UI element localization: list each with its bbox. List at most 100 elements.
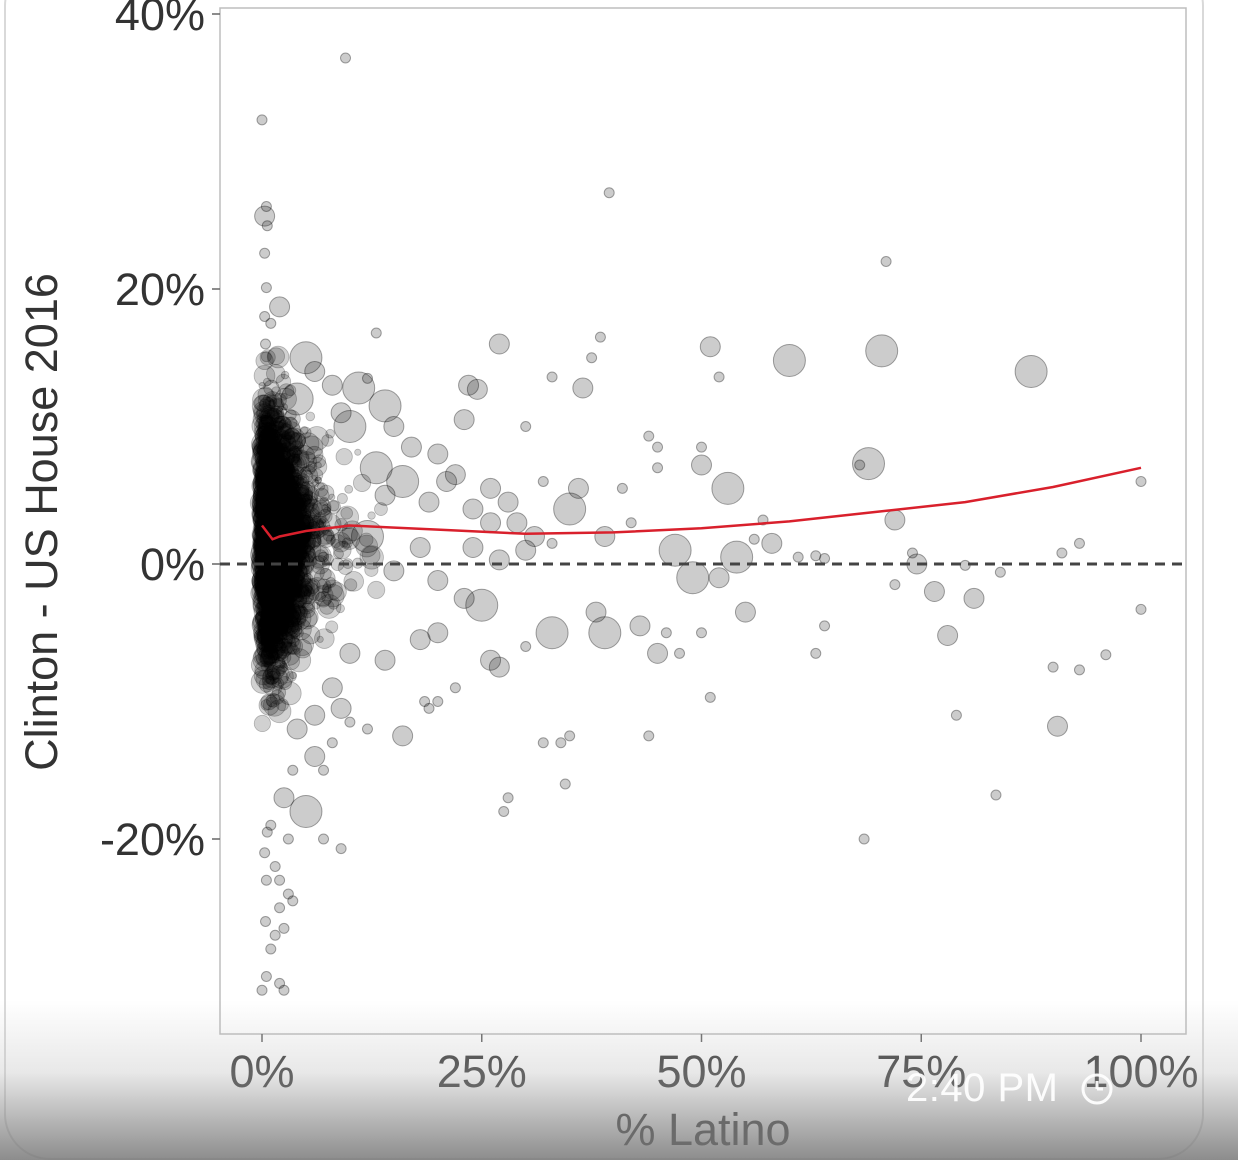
- data-point: [660, 627, 672, 639]
- data-point: [271, 494, 297, 520]
- data-point: [792, 551, 804, 563]
- data-point: [292, 584, 317, 609]
- data-point: [253, 599, 278, 624]
- data-point: [319, 496, 330, 507]
- data-point: [268, 492, 281, 506]
- data-point: [259, 439, 281, 462]
- data-point: [280, 617, 289, 626]
- data-point: [281, 519, 290, 528]
- data-point: [488, 333, 510, 355]
- data-point: [262, 635, 276, 650]
- data-point: [299, 426, 312, 439]
- data-point: [585, 601, 607, 623]
- data-point: [316, 578, 332, 594]
- data-point: [271, 512, 284, 526]
- data-point: [258, 508, 279, 530]
- data-point: [290, 568, 305, 583]
- data-point: [691, 454, 712, 476]
- data-point: [572, 377, 594, 399]
- data-point: [255, 596, 278, 619]
- data-point: [260, 499, 273, 512]
- data-point: [256, 461, 281, 487]
- data-point: [258, 440, 274, 457]
- data-point: [256, 424, 274, 442]
- data-point: [257, 386, 274, 403]
- data-point: [1100, 649, 1112, 661]
- data-point: [263, 447, 275, 458]
- data-point: [281, 447, 301, 467]
- timestamp-text: 2:40 PM: [906, 1066, 1059, 1110]
- y-tick-label: 0%: [140, 539, 205, 590]
- data-point: [272, 504, 290, 521]
- data-point: [1047, 661, 1059, 673]
- data-point: [261, 569, 279, 587]
- data-point: [287, 895, 299, 907]
- data-point: [272, 568, 289, 586]
- data-point: [258, 547, 276, 565]
- data-point: [256, 407, 270, 421]
- data-point: [260, 874, 272, 886]
- data-point: [272, 533, 294, 555]
- data-point: [263, 632, 277, 646]
- data-point: [254, 463, 272, 482]
- data-point: [502, 792, 514, 804]
- data-point: [276, 594, 286, 604]
- data-point: [295, 513, 311, 529]
- data-point: [281, 626, 295, 641]
- data-point: [257, 435, 267, 445]
- data-point: [285, 497, 299, 511]
- x-tick-label: 0%: [229, 1046, 294, 1097]
- data-point: [252, 470, 275, 492]
- data-point: [1073, 537, 1085, 549]
- data-point: [285, 522, 297, 534]
- data-point: [263, 551, 275, 564]
- data-point: [256, 442, 272, 457]
- data-point: [267, 651, 280, 664]
- data-point: [304, 486, 320, 501]
- data-point: [267, 525, 279, 537]
- data-point: [260, 441, 275, 457]
- data-point: [567, 477, 589, 499]
- data-point: [282, 485, 296, 500]
- data-point: [264, 609, 285, 630]
- data-point: [276, 486, 290, 499]
- data-point: [291, 577, 303, 589]
- data-point: [537, 476, 549, 487]
- data-point: [264, 446, 279, 461]
- data-point: [322, 583, 332, 594]
- data-point: [268, 518, 281, 530]
- data-point: [256, 525, 273, 542]
- data-point: [266, 493, 281, 508]
- data-point: [498, 806, 510, 817]
- data-point: [290, 554, 315, 578]
- data-point: [272, 449, 283, 460]
- data-point: [264, 501, 276, 513]
- data-point: [277, 541, 294, 557]
- data-point: [271, 511, 290, 530]
- data-point: [258, 590, 279, 610]
- data-point: [383, 416, 405, 437]
- data-point: [303, 510, 312, 519]
- clock-icon[interactable]: [1080, 1072, 1114, 1106]
- data-point: [273, 603, 285, 615]
- data-point: [260, 616, 278, 635]
- data-point: [273, 533, 295, 555]
- data-point: [276, 491, 291, 506]
- data-point: [260, 338, 272, 350]
- data-point: [304, 704, 326, 726]
- data-point: [290, 603, 300, 612]
- data-point: [270, 574, 284, 589]
- data-point: [272, 398, 282, 408]
- data-point: [350, 520, 384, 553]
- data-point: [273, 526, 281, 534]
- data-point: [274, 592, 295, 613]
- data-point: [262, 467, 285, 490]
- data-point: [858, 833, 870, 845]
- data-point: [300, 469, 314, 483]
- data-point: [274, 461, 296, 483]
- data-point: [341, 540, 349, 548]
- data-point: [436, 471, 458, 492]
- data-point: [261, 498, 275, 512]
- data-point: [258, 566, 271, 580]
- data-point: [266, 504, 274, 513]
